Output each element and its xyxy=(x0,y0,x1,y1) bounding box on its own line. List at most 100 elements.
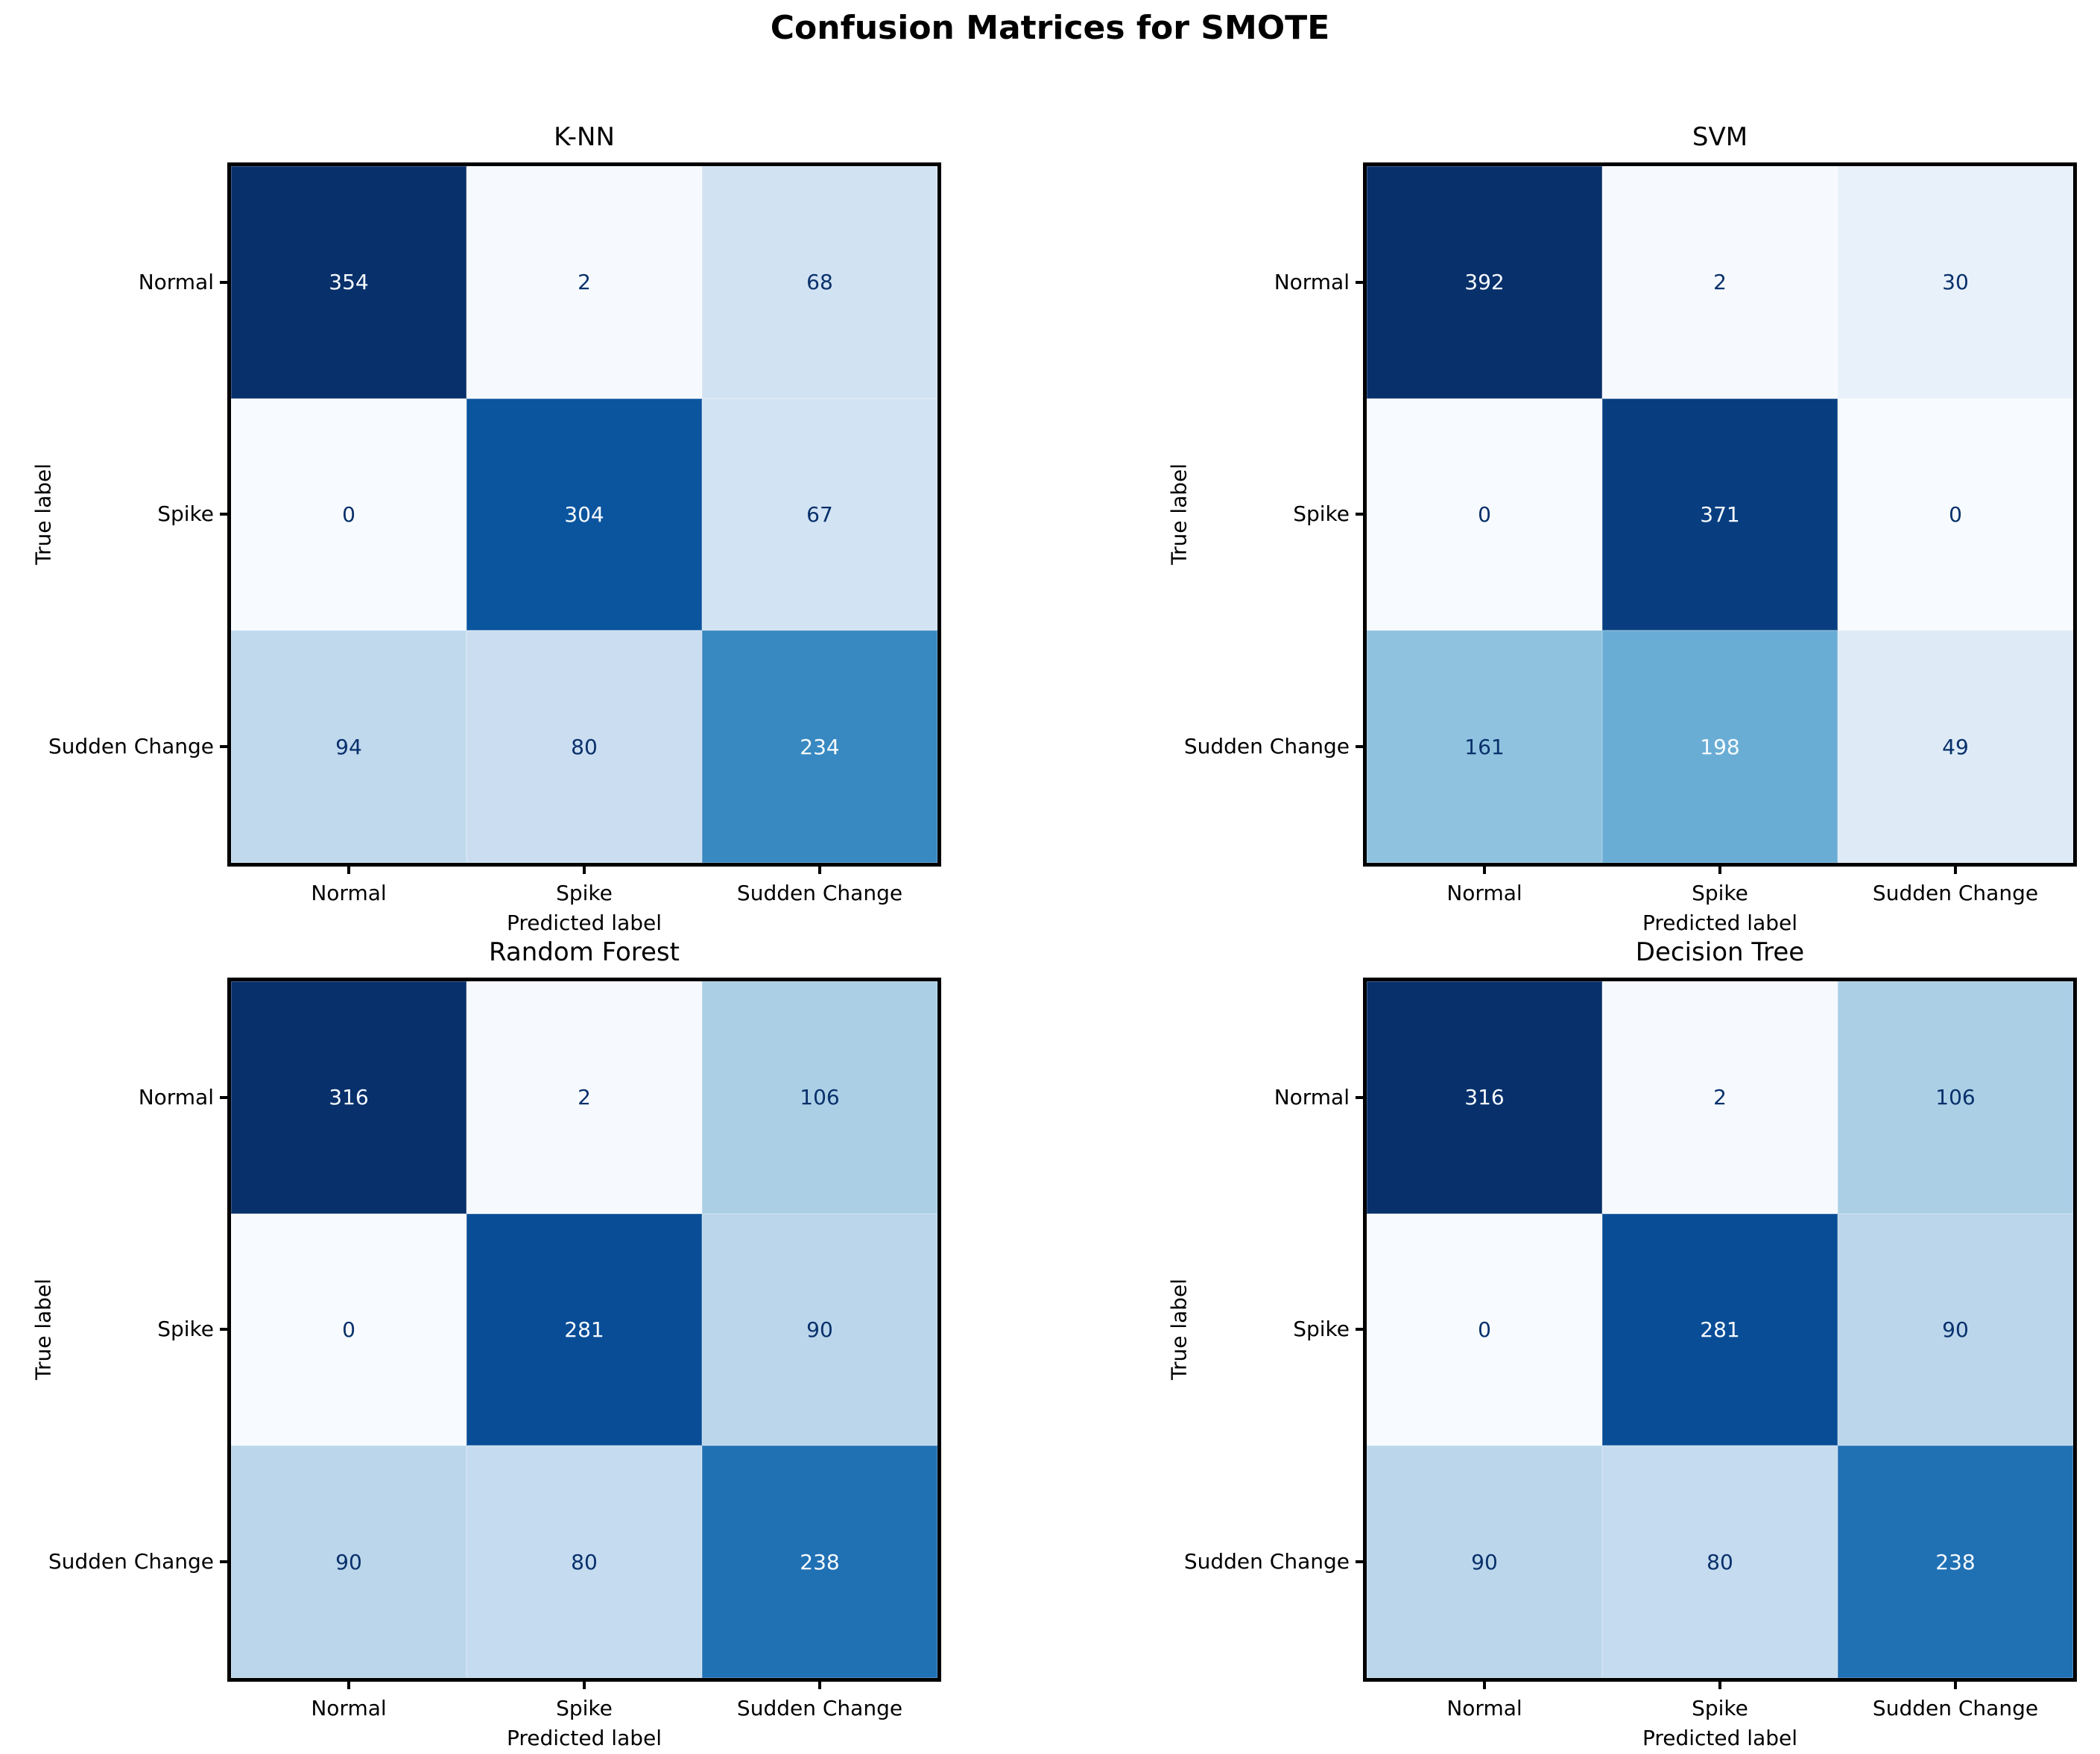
y-tick-mark xyxy=(1356,1328,1363,1331)
matrix-cell: 2 xyxy=(467,166,702,399)
matrix-cell: 198 xyxy=(1602,630,1838,863)
x-tick-mark xyxy=(1483,1682,1486,1689)
x-tick-label: Normal xyxy=(311,1696,387,1720)
subplot-decision-tree: Decision Tree True label Normal Spike Su… xyxy=(1136,934,2077,1754)
figure-title: Confusion Matrices for SMOTE xyxy=(770,9,1330,47)
matrix-cell: 234 xyxy=(702,630,937,863)
x-tick-label: Spike xyxy=(1692,881,1748,905)
x-tick-mark xyxy=(1718,867,1721,874)
y-tick-label: Sudden Change xyxy=(48,734,214,759)
matrix-cell: 0 xyxy=(1838,398,2073,631)
subplot-title: K-NN xyxy=(554,122,615,152)
x-tick-mark xyxy=(1954,867,1957,874)
matrix-cell: 106 xyxy=(702,981,937,1214)
matrix-cell: 2 xyxy=(1602,981,1838,1214)
subplot-title: Decision Tree xyxy=(1635,937,1805,967)
x-tick-label: Sudden Change xyxy=(736,881,903,905)
matrix-cell: 80 xyxy=(467,630,702,863)
y-tick-mark xyxy=(220,281,227,284)
matrix-cell: 0 xyxy=(1367,398,1602,631)
x-tick-mark xyxy=(347,867,350,874)
x-axis-label: Predicted label xyxy=(1642,1726,1798,1750)
y-tick-label: Sudden Change xyxy=(48,1549,214,1574)
confusion-matrix: 354 2 68 0 304 67 94 80 234 xyxy=(231,166,937,863)
matrix-cell: 2 xyxy=(1602,166,1838,399)
matrix-cell: 281 xyxy=(467,1213,702,1446)
x-tick-mark xyxy=(583,1682,586,1689)
subplot-title: Random Forest xyxy=(489,937,680,967)
y-tick-mark xyxy=(1356,1096,1363,1099)
x-tick-label: Normal xyxy=(1446,1696,1522,1720)
matrix-cell: 371 xyxy=(1602,398,1838,631)
matrix-cell: 316 xyxy=(1367,981,1602,1214)
matrix-cell: 90 xyxy=(1838,1213,2073,1446)
matrix-cell: 90 xyxy=(1367,1446,1602,1678)
y-tick-mark xyxy=(220,1096,227,1099)
matrix-cell: 90 xyxy=(231,1446,467,1678)
y-tick-label: Spike xyxy=(157,501,214,526)
x-tick-mark xyxy=(583,867,586,874)
x-tick-label: Normal xyxy=(1446,881,1522,905)
y-tick-mark xyxy=(220,745,227,748)
y-tick-label: Sudden Change xyxy=(1183,1549,1350,1574)
matrix-cell: 80 xyxy=(467,1446,702,1678)
matrix-cell: 2 xyxy=(467,981,702,1214)
matrix-cell: 49 xyxy=(1838,630,2073,863)
matrix-cell: 68 xyxy=(702,166,937,399)
subplot-knn: K-NN True label Normal Spike Sudden Chan… xyxy=(0,119,941,939)
matrix-cell: 238 xyxy=(1838,1446,2073,1678)
x-tick-mark xyxy=(1954,1682,1957,1689)
x-tick-label: Spike xyxy=(1692,1696,1748,1720)
y-tick-label: Normal xyxy=(1274,1085,1350,1109)
y-tick-mark xyxy=(1356,1560,1363,1563)
matrix-cell: 304 xyxy=(467,398,702,631)
matrix-cell: 30 xyxy=(1838,166,2073,399)
y-tick-label: Normal xyxy=(138,270,214,294)
axes-border: 392 2 30 0 371 0 161 198 49 xyxy=(1363,162,2077,867)
matrix-cell: 0 xyxy=(231,1213,467,1446)
y-tick-label: Spike xyxy=(1293,1317,1350,1341)
x-tick-mark xyxy=(347,1682,350,1689)
x-tick-mark xyxy=(1718,1682,1721,1689)
matrix-cell: 106 xyxy=(1838,981,2073,1214)
y-tick-label: Normal xyxy=(1274,270,1350,294)
y-tick-label: Normal xyxy=(138,1085,214,1109)
matrix-cell: 90 xyxy=(702,1213,937,1446)
x-tick-label: Sudden Change xyxy=(1872,1696,2039,1720)
matrix-cell: 354 xyxy=(231,166,467,399)
confusion-matrix: 392 2 30 0 371 0 161 198 49 xyxy=(1367,166,2073,863)
axes-border: 316 2 106 0 281 90 90 80 238 xyxy=(227,978,941,1682)
x-axis-label: Predicted label xyxy=(1642,911,1798,935)
matrix-cell: 94 xyxy=(231,630,467,863)
matrix-cell: 161 xyxy=(1367,630,1602,863)
x-tick-label: Spike xyxy=(556,1696,613,1720)
x-tick-label: Sudden Change xyxy=(1872,881,2039,905)
y-tick-mark xyxy=(220,1560,227,1563)
matrix-cell: 392 xyxy=(1367,166,1602,399)
matrix-cell: 80 xyxy=(1602,1446,1838,1678)
y-tick-label: Sudden Change xyxy=(1183,734,1350,759)
x-tick-mark xyxy=(818,867,821,874)
axes-border: 316 2 106 0 281 90 90 80 238 xyxy=(1363,978,2077,1682)
y-tick-mark xyxy=(1356,513,1363,516)
y-tick-mark xyxy=(1356,281,1363,284)
matrix-cell: 238 xyxy=(702,1446,937,1678)
x-tick-label: Spike xyxy=(556,881,613,905)
matrix-cell: 281 xyxy=(1602,1213,1838,1446)
confusion-matrix: 316 2 106 0 281 90 90 80 238 xyxy=(1367,981,2073,1678)
x-tick-mark xyxy=(818,1682,821,1689)
matrix-cell: 316 xyxy=(231,981,467,1214)
axes-border: 354 2 68 0 304 67 94 80 234 xyxy=(227,162,941,867)
confusion-matrix: 316 2 106 0 281 90 90 80 238 xyxy=(231,981,937,1678)
x-axis-label: Predicted label xyxy=(506,1726,662,1750)
x-tick-label: Normal xyxy=(311,881,387,905)
matrix-cell: 0 xyxy=(1367,1213,1602,1446)
x-axis-label: Predicted label xyxy=(506,911,662,935)
y-tick-mark xyxy=(1356,745,1363,748)
y-tick-label: Spike xyxy=(1293,501,1350,526)
y-tick-mark xyxy=(220,513,227,516)
subplot-random-forest: Random Forest True label Normal Spike Su… xyxy=(0,934,941,1754)
y-tick-label: Spike xyxy=(157,1317,214,1341)
x-tick-label: Sudden Change xyxy=(736,1696,903,1720)
subplot-title: SVM xyxy=(1692,122,1748,152)
